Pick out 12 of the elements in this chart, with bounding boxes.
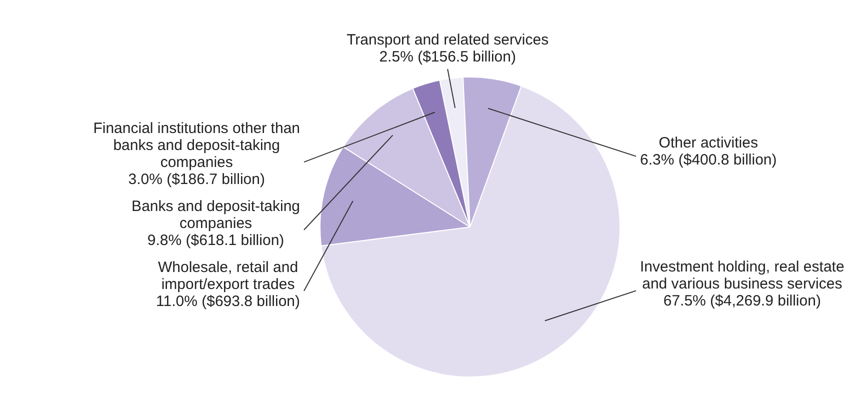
slice-label: Banks and deposit-taking companies: [132, 198, 300, 232]
slice-label: Investment holding, real estate and various business services: [640, 258, 844, 293]
data-label: 9.8% ($618.1 billion): [147, 232, 284, 249]
data-label: 2.5% ($156.5 billion): [379, 48, 516, 66]
data-label: 6.3% ($400.8 billion): [640, 152, 777, 168]
slice-label: Transport and related services: [346, 32, 549, 49]
slice-label: Other activities: [658, 134, 758, 152]
data-label: 3.0% ($186.7 billion): [128, 170, 265, 188]
data-label: 67.5% ($4,269.9 billion): [663, 292, 821, 310]
slice-label: Financial institutions other than banks and deposit-taking companies: [93, 120, 300, 171]
slice-label: Wholesale, retail and import/export trades: [158, 258, 298, 293]
data-label: 11.0% ($693.8 billion): [156, 292, 300, 310]
